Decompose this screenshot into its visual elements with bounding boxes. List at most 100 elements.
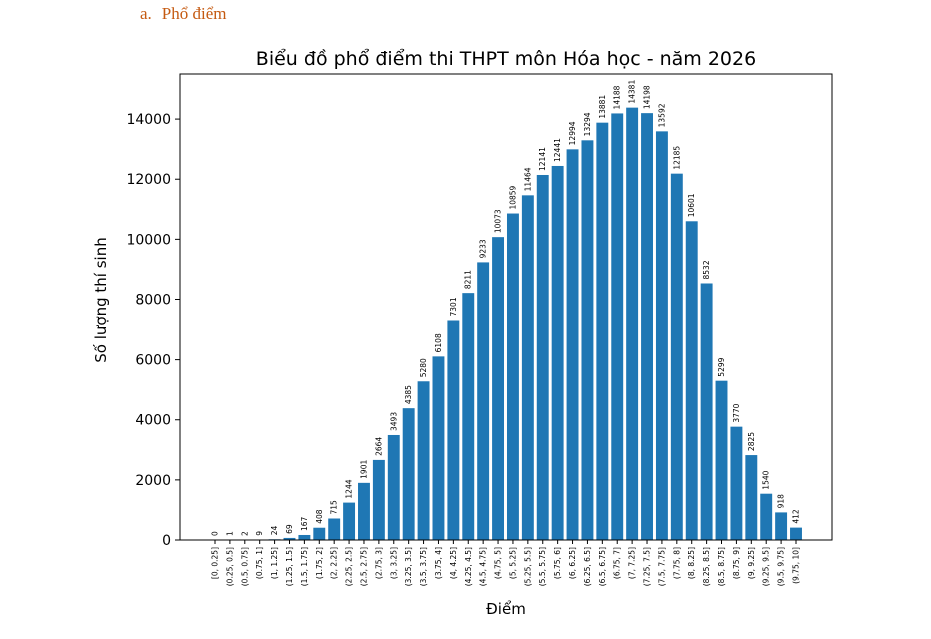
bar-value-label-35: 3770 [732, 403, 741, 422]
bar-value-label-16: 7301 [449, 297, 458, 316]
bar-value-label-8: 715 [330, 500, 339, 515]
x-tick-label-28: (7, 7.25] [628, 547, 637, 579]
bar-value-label-12: 3493 [389, 412, 398, 431]
bar-value-label-28: 14381 [628, 80, 637, 104]
bar-value-label-0: 0 [211, 531, 220, 536]
y-tick-label-2: 4000 [135, 413, 171, 429]
bar-value-label-22: 12141 [538, 147, 547, 171]
bar-8 [328, 518, 341, 540]
bar-29 [641, 113, 653, 540]
x-tick-label-30: (7.5, 7.75] [657, 547, 666, 586]
bar-15 [432, 356, 445, 540]
bar-31 [670, 173, 683, 540]
bar-20 [506, 213, 519, 540]
x-tick-label-18: (4.5, 4.75] [479, 547, 488, 586]
bar-value-label-10: 1901 [359, 460, 368, 479]
x-tick-label-24: (6, 6.25] [568, 547, 577, 579]
bar-28 [626, 107, 639, 540]
bar-value-label-32: 10601 [687, 193, 696, 217]
bar-value-label-36: 2825 [747, 432, 756, 451]
bar-5 [283, 537, 296, 540]
x-tick-label-13: (3.25, 3.5] [404, 547, 413, 586]
bar-value-label-15: 6108 [434, 333, 443, 352]
y-tick-label-0: 0 [162, 533, 171, 549]
bar-26 [596, 122, 609, 541]
bar-value-label-4: 24 [270, 526, 279, 536]
bar-value-label-39: 412 [792, 509, 801, 524]
bar-value-label-7: 408 [315, 509, 324, 524]
bar-value-label-21: 11464 [523, 167, 532, 191]
bar-7 [313, 527, 326, 540]
x-tick-label-8: (2, 2.25] [330, 547, 339, 579]
bar-value-label-27: 14188 [613, 85, 622, 109]
x-tick-label-33: (8.25, 8.5] [702, 547, 711, 586]
bar-17 [462, 293, 475, 540]
bar-10 [358, 482, 370, 540]
bar-9 [343, 502, 356, 540]
y-axis-ticks: 0 2000 4000 6000 8000 10000 12000 14000 [126, 112, 180, 549]
x-tick-label-22: (5.5, 5.75] [538, 547, 547, 586]
bar-value-label-11: 2664 [374, 437, 383, 456]
bar-value-label-29: 14198 [643, 85, 652, 109]
bar-group: 0 1 2 9 24 69 167 408 715 1244 1901 2664 3493 4385 528… [211, 80, 802, 541]
bar-11 [372, 459, 385, 540]
x-axis-ticks: [0, 0.25] (0.25, 0.5] (0.5, 0.75] (0.75, 1]… [211, 540, 801, 586]
bar-23 [551, 165, 564, 540]
x-tick-label-38: (9.5, 9.75] [777, 547, 786, 586]
bar-value-label-18: 9233 [479, 239, 488, 258]
x-tick-label-21: (5.25, 5.5] [523, 547, 532, 586]
x-tick-label-26: (6.5, 6.75] [598, 547, 607, 586]
bar-37 [760, 493, 773, 540]
bar-27 [611, 113, 624, 540]
x-axis-label: Điểm [486, 600, 526, 618]
y-axis-label: Số lượng thí sinh [92, 237, 110, 362]
x-tick-label-36: (9, 9.25] [747, 547, 756, 579]
bar-value-label-9: 1244 [345, 479, 354, 498]
x-tick-label-9: (2.25, 2.5] [345, 547, 354, 586]
bar-value-label-30: 13592 [657, 103, 666, 127]
x-tick-label-29: (7.25, 7.5] [643, 547, 652, 586]
x-tick-label-23: (5.75, 6] [553, 547, 562, 579]
bar-14 [417, 381, 430, 540]
x-tick-label-14: (3.5, 3.75] [419, 547, 428, 586]
x-tick-label-7: (1.75, 2] [315, 547, 324, 579]
y-tick-label-5: 10000 [126, 232, 171, 248]
x-tick-label-34: (8.5, 8.75] [717, 547, 726, 586]
bar-21 [521, 195, 534, 540]
x-tick-label-35: (8.75, 9] [732, 547, 741, 579]
bar-value-label-19: 10073 [494, 209, 503, 233]
bar-value-label-1: 1 [225, 531, 234, 536]
bar-22 [536, 174, 549, 541]
x-tick-label-5: (1.25, 1.5] [285, 547, 294, 586]
bar-value-label-33: 8532 [702, 260, 711, 279]
bar-value-label-24: 12994 [568, 121, 577, 145]
bar-value-label-13: 4385 [404, 385, 413, 404]
bar-value-label-26: 13881 [598, 95, 607, 119]
x-tick-label-25: (6.25, 6.5] [583, 547, 592, 586]
bar-value-label-38: 918 [777, 494, 786, 509]
x-tick-label-2: (0.5, 0.75] [240, 547, 249, 586]
bar-value-label-25: 13294 [583, 112, 592, 136]
x-tick-label-20: (5, 5.25] [508, 547, 517, 579]
y-tick-label-3: 6000 [135, 353, 171, 369]
x-tick-label-0: [0, 0.25] [211, 547, 220, 579]
bar-value-label-6: 167 [300, 516, 309, 531]
x-tick-label-31: (7.75, 8] [672, 547, 681, 579]
bar-16 [447, 320, 460, 540]
x-tick-label-12: (3, 3.25] [389, 547, 398, 579]
bar-value-label-3: 9 [255, 531, 264, 536]
x-tick-label-27: (6.75, 7] [613, 547, 622, 579]
section-number: a. [140, 4, 152, 23]
bar-12 [387, 434, 400, 540]
bar-39 [790, 527, 802, 540]
x-tick-label-1: (0.25, 0.5] [225, 547, 234, 586]
x-tick-label-4: (1, 1.25] [270, 547, 279, 579]
bar-38 [775, 512, 788, 540]
x-tick-label-16: (4, 4.25] [449, 547, 458, 579]
x-tick-label-17: (4.25, 4.5] [464, 547, 473, 586]
bar-value-label-20: 10859 [508, 185, 517, 209]
x-tick-label-32: (8, 8.25] [687, 547, 696, 579]
bar-value-label-2: 2 [240, 531, 249, 536]
x-tick-label-3: (0.75, 1] [255, 547, 264, 579]
